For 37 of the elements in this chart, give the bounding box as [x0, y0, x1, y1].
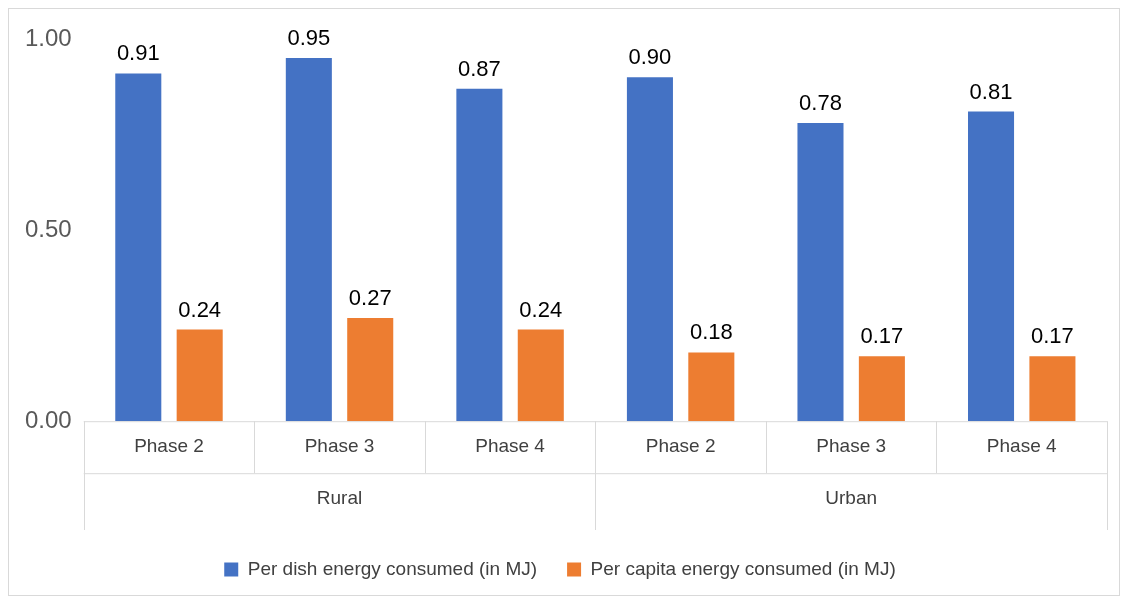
data-label: 0.78 — [799, 90, 842, 116]
legend-label: Per capita energy consumed (in MJ) — [590, 557, 896, 579]
bar — [968, 111, 1015, 422]
x-tick-label: Phase 4 — [986, 434, 1058, 456]
data-label: 0.17 — [860, 323, 904, 349]
x-tick-label: Phase 3 — [304, 434, 375, 456]
bar — [626, 77, 673, 422]
data-label: 0.87 — [457, 55, 501, 81]
data-label: 0.91 — [116, 40, 160, 66]
data-label: 0.18 — [689, 319, 733, 345]
text: Urban — [825, 487, 878, 509]
data-label: 0.95 — [287, 25, 331, 51]
bar — [858, 356, 905, 422]
x-tick-label: Phase 4 — [475, 434, 546, 456]
x-tick-label: Phase 3 — [816, 434, 887, 456]
data-label: 0.24 — [178, 296, 222, 322]
bar — [456, 88, 503, 422]
data-label: 0.27 — [348, 285, 392, 311]
bar — [285, 58, 332, 422]
x-tick-label: Phase 2 — [134, 434, 204, 456]
bar — [688, 352, 735, 422]
y-tick-label: 1.00 — [24, 23, 72, 51]
y-tick-label: 0.50 — [24, 214, 72, 242]
bar — [176, 329, 223, 422]
data-label: 0.17 — [1031, 323, 1074, 349]
y-tick-label: 0.00 — [24, 405, 72, 433]
text: Rural — [316, 487, 363, 509]
x-tick-label: Phase 2 — [645, 434, 716, 456]
bar — [1029, 356, 1076, 422]
data-label: 0.24 — [519, 296, 563, 322]
bar — [347, 318, 394, 422]
bar — [115, 73, 162, 422]
legend-label: Per dish energy consumed (in MJ) — [247, 557, 538, 579]
data-label: 0.90 — [628, 44, 672, 70]
bar — [517, 329, 564, 422]
bar — [797, 123, 844, 422]
data-label: 0.81 — [969, 78, 1013, 104]
